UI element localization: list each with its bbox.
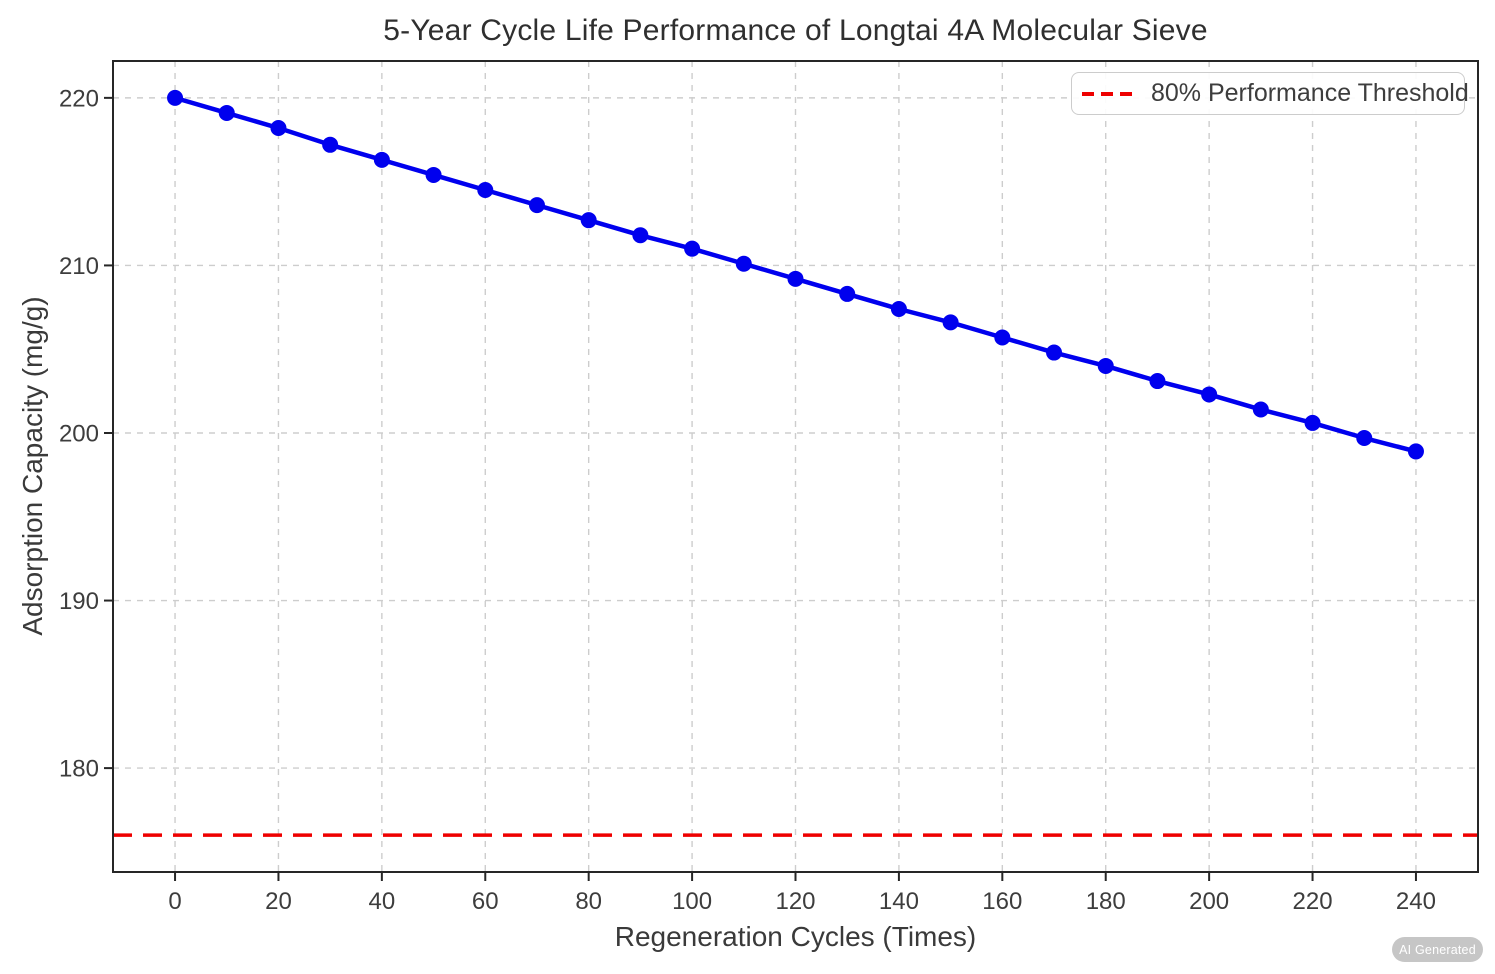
data-point-marker bbox=[1304, 414, 1321, 431]
data-point-marker bbox=[373, 151, 390, 168]
data-point-marker bbox=[839, 285, 856, 302]
data-point-marker bbox=[1356, 430, 1373, 447]
x-tick-label: 180 bbox=[1086, 888, 1126, 915]
x-tick-label: 200 bbox=[1189, 888, 1229, 915]
data-point-marker bbox=[735, 255, 752, 272]
data-point-marker bbox=[942, 314, 959, 331]
data-point-marker bbox=[684, 240, 701, 257]
x-tick-label: 60 bbox=[472, 888, 499, 915]
data-point-marker bbox=[787, 270, 804, 287]
y-tick-label: 220 bbox=[59, 85, 99, 112]
legend: 80% Performance Threshold bbox=[1071, 72, 1469, 115]
y-tick-label: 210 bbox=[59, 253, 99, 280]
x-tick-label: 160 bbox=[982, 888, 1022, 915]
data-point-marker bbox=[1252, 401, 1269, 418]
x-axis-label: Regeneration Cycles (Times) bbox=[614, 921, 977, 952]
data-point-marker bbox=[322, 136, 339, 153]
x-tick-label: 120 bbox=[775, 888, 815, 915]
data-point-marker bbox=[270, 120, 287, 137]
data-point-marker bbox=[167, 89, 184, 106]
x-tick-label: 240 bbox=[1396, 888, 1436, 915]
x-tick-label: 140 bbox=[879, 888, 919, 915]
y-tick-label: 200 bbox=[59, 420, 99, 447]
y-tick-label: 190 bbox=[59, 588, 99, 615]
y-axis-label: Adsorption Capacity (mg/g) bbox=[17, 296, 48, 636]
chart-title: 5-Year Cycle Life Performance of Longtai… bbox=[383, 14, 1208, 47]
legend-label: 80% Performance Threshold bbox=[1151, 79, 1469, 107]
data-point-marker bbox=[477, 182, 494, 199]
data-point-marker bbox=[218, 104, 235, 121]
x-tick-label: 40 bbox=[369, 888, 396, 915]
x-tick-label: 100 bbox=[672, 888, 712, 915]
data-point-marker bbox=[1407, 443, 1424, 460]
data-point-marker bbox=[528, 197, 545, 214]
x-tick-label: 0 bbox=[168, 888, 181, 915]
y-tick-label: 180 bbox=[59, 756, 99, 783]
data-point-marker bbox=[1149, 373, 1166, 390]
data-point-marker bbox=[425, 166, 442, 183]
x-tick-label: 80 bbox=[575, 888, 602, 915]
data-point-marker bbox=[994, 329, 1011, 346]
data-point-marker bbox=[1201, 386, 1218, 403]
threshold-dash-swatch-icon bbox=[1082, 91, 1132, 96]
data-point-marker bbox=[890, 300, 907, 317]
x-tick-label: 20 bbox=[265, 888, 292, 915]
data-point-marker bbox=[1097, 357, 1114, 374]
data-point-marker bbox=[632, 227, 649, 244]
ai-generated-badge: AI Generated bbox=[1392, 937, 1483, 962]
x-tick-label: 220 bbox=[1293, 888, 1333, 915]
data-point-marker bbox=[1046, 344, 1063, 361]
data-point-marker bbox=[580, 212, 597, 229]
